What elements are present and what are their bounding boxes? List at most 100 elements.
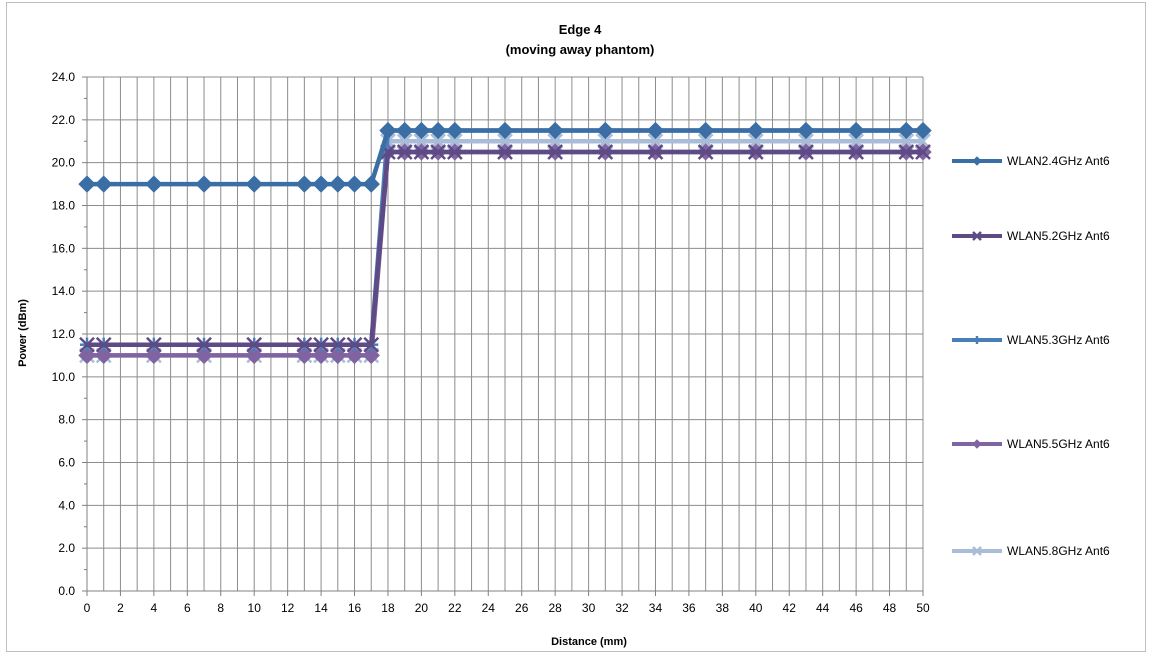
- y-tick-label: 8.0: [58, 413, 75, 427]
- data-point: [914, 121, 932, 140]
- data-point: [245, 175, 263, 193]
- y-tick-label: 24.0: [52, 70, 76, 84]
- legend-label: WLAN5.3GHz Ant6: [1007, 333, 1110, 347]
- data-point: [797, 121, 815, 140]
- data-point: [313, 336, 329, 353]
- x-tick-label: 28: [548, 601, 562, 615]
- data-point: [897, 121, 915, 140]
- legend-entry: WLAN5.2GHz Ant6: [952, 229, 1110, 243]
- x-tick-label: 34: [649, 601, 663, 615]
- legend-entry: WLAN5.5GHz Ant6: [952, 437, 1110, 451]
- x-tick-label: 38: [716, 601, 730, 615]
- x-tick-label: 44: [816, 601, 830, 615]
- x-tick-label: 36: [682, 601, 696, 615]
- data-point: [747, 121, 765, 140]
- data-point: [696, 121, 715, 140]
- x-tick-label: 50: [916, 601, 930, 615]
- data-point: [646, 121, 665, 140]
- chart-title: Edge 4: [559, 22, 602, 37]
- data-point: [78, 346, 96, 365]
- data-point: [430, 144, 447, 160]
- legend-label: WLAN2.4GHz Ant6: [1007, 154, 1110, 168]
- data-point: [95, 346, 113, 365]
- data-point: [497, 144, 513, 160]
- data-point: [95, 336, 112, 353]
- y-tick-label: 20.0: [52, 156, 76, 170]
- y-tick-label: 14.0: [52, 284, 76, 298]
- data-point: [429, 121, 447, 140]
- series-1: [78, 121, 932, 193]
- data-point: [195, 346, 213, 365]
- x-tick-label: 8: [217, 601, 224, 615]
- y-tick-label: 2.0: [58, 541, 75, 555]
- x-tick-label: 24: [482, 601, 496, 615]
- data-point: [898, 144, 915, 160]
- data-point: [747, 144, 764, 160]
- legend-marker: [972, 439, 982, 449]
- data-point: [547, 144, 564, 160]
- x-tick-label: 0: [84, 601, 91, 615]
- data-point: [196, 336, 212, 353]
- x-tick-label: 30: [582, 601, 596, 615]
- chart-subtitle: (moving away phantom): [506, 42, 655, 57]
- data-point: [363, 336, 380, 353]
- data-point: [362, 346, 380, 365]
- data-point: [847, 121, 865, 140]
- data-point: [329, 346, 347, 365]
- legend: WLAN2.4GHz Ant6 WLAN5.2GHz Ant6 WLAN5.3GHz…: [952, 154, 1110, 558]
- axes: 0.0 2.0 4.0 6.0 8.0 10.0 12.0 14.0 16.0 18.0 20.0 2…: [52, 70, 930, 615]
- data-point: [295, 175, 314, 193]
- y-tick-label: 18.0: [52, 199, 76, 213]
- x-tick-label: 14: [314, 601, 328, 615]
- data-point: [145, 175, 163, 193]
- y-tick-label: 16.0: [52, 241, 76, 255]
- data-point: [362, 175, 380, 193]
- data-point: [697, 144, 714, 160]
- data-point: [446, 144, 463, 160]
- data-point: [798, 144, 814, 160]
- data-point: [296, 336, 313, 353]
- x-tick-label: 48: [883, 601, 897, 615]
- data-point: [596, 121, 615, 140]
- legend-marker: [972, 156, 982, 166]
- y-tick-label: 6.0: [58, 456, 75, 470]
- data-point: [446, 121, 464, 140]
- line-chart: Edge 4 (moving away phantom) 0.0 2.0 4.0 6.…: [17, 22, 1110, 648]
- data-point: [597, 144, 614, 160]
- x-tick-label: 2: [117, 601, 124, 615]
- grid: [86, 76, 924, 592]
- x-tick-label: 10: [248, 601, 262, 615]
- data-point: [245, 346, 263, 365]
- y-tick-label: 4.0: [58, 498, 75, 512]
- y-tick-label: 12.0: [52, 327, 76, 341]
- data-point: [329, 336, 346, 353]
- data-point: [915, 144, 931, 160]
- chart-frame: Edge 4 (moving away phantom) 0.0 2.0 4.0 6.…: [6, 2, 1146, 652]
- data-point: [145, 346, 163, 365]
- data-point: [78, 175, 96, 193]
- series-2: [79, 144, 931, 353]
- x-tick-label: 26: [515, 601, 529, 615]
- x-axis-title: Distance (mm): [551, 636, 627, 648]
- data-point: [145, 336, 162, 353]
- data-point: [395, 121, 414, 140]
- legend-marker: [972, 231, 982, 241]
- x-tick-label: 32: [615, 601, 629, 615]
- x-tick-label: 22: [448, 601, 462, 615]
- data-point: [345, 175, 364, 193]
- x-tick-label: 4: [151, 601, 158, 615]
- x-tick-label: 12: [281, 601, 295, 615]
- data-point: [95, 175, 113, 193]
- legend-marker: [972, 546, 982, 556]
- x-tick-label: 20: [415, 601, 429, 615]
- legend-entry: WLAN5.8GHz Ant6: [952, 544, 1110, 558]
- legend-label: WLAN5.8GHz Ant6: [1007, 544, 1110, 558]
- data-point: [312, 175, 330, 193]
- data-point: [546, 121, 564, 140]
- series-group: [78, 121, 932, 365]
- y-axis-title: Power (dBm): [17, 299, 29, 367]
- data-point: [412, 121, 431, 140]
- data-point: [346, 336, 363, 353]
- legend-label: WLAN5.2GHz Ant6: [1007, 229, 1110, 243]
- legend-marker: [973, 336, 981, 344]
